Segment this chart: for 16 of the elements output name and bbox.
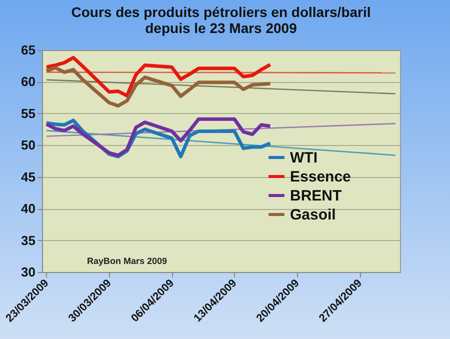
legend-label: WTI: [290, 150, 318, 166]
legend-label: Gasoil: [290, 206, 336, 224]
y-tick-label: 55: [21, 106, 36, 121]
legend-label: Essence: [290, 168, 351, 186]
y-tick-label: 50: [21, 138, 36, 153]
y-tick-label: 35: [21, 232, 36, 248]
annotation: RayBon Mars 2009: [87, 256, 168, 266]
y-tick-label: 30: [21, 264, 36, 280]
y-tick-label: 45: [21, 169, 36, 184]
y-tick-label: 60: [21, 74, 36, 90]
y-tick-label: 65: [21, 42, 36, 58]
legend-label: BRENT: [290, 188, 342, 204]
chart-title: Cours des produits pétroliers en dollars/baril depuis le 23 Mars 2009: [71, 4, 371, 36]
y-tick-label: 40: [21, 201, 36, 216]
line-series: [44, 66, 272, 108]
line-series: [44, 56, 272, 98]
